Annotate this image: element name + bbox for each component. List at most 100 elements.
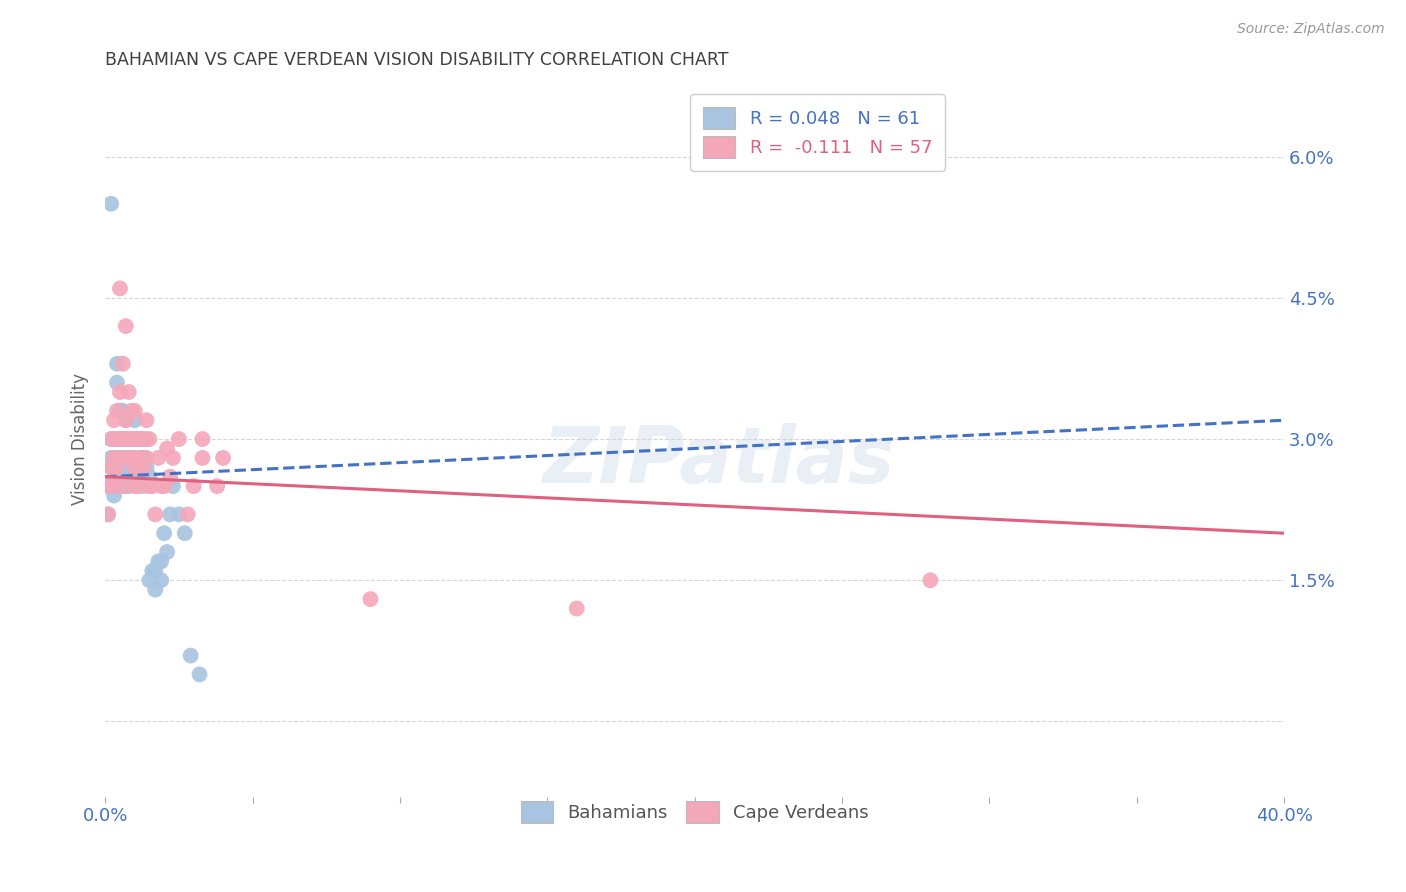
Point xyxy=(129,450,152,465)
Point xyxy=(138,469,160,483)
Point xyxy=(138,574,160,588)
Point xyxy=(108,460,131,475)
Point xyxy=(108,384,131,399)
Point xyxy=(143,508,166,522)
Y-axis label: Vision Disability: Vision Disability xyxy=(72,373,89,505)
Point xyxy=(132,432,155,446)
Point xyxy=(183,479,205,493)
Point xyxy=(127,432,149,446)
Point xyxy=(111,479,134,493)
Point xyxy=(103,413,125,427)
Point xyxy=(124,413,146,427)
Point xyxy=(108,432,131,446)
Point xyxy=(124,479,146,493)
Point xyxy=(148,450,170,465)
Point xyxy=(97,479,120,493)
Point xyxy=(100,432,122,446)
Point xyxy=(129,450,152,465)
Point xyxy=(167,432,190,446)
Text: BAHAMIAN VS CAPE VERDEAN VISION DISABILITY CORRELATION CHART: BAHAMIAN VS CAPE VERDEAN VISION DISABILI… xyxy=(105,51,728,69)
Point xyxy=(103,432,125,446)
Point xyxy=(159,469,181,483)
Point xyxy=(121,450,143,465)
Point xyxy=(177,508,200,522)
Point xyxy=(115,479,138,493)
Point xyxy=(188,667,211,681)
Point xyxy=(150,479,173,493)
Point xyxy=(118,450,141,465)
Point xyxy=(150,574,173,588)
Point xyxy=(111,357,134,371)
Point xyxy=(108,450,131,465)
Point xyxy=(115,450,138,465)
Point xyxy=(135,450,157,465)
Point xyxy=(100,460,122,475)
Point xyxy=(115,319,138,334)
Point xyxy=(124,432,146,446)
Point xyxy=(115,413,138,427)
Point xyxy=(115,413,138,427)
Point xyxy=(212,450,235,465)
Point xyxy=(105,460,128,475)
Text: Source: ZipAtlas.com: Source: ZipAtlas.com xyxy=(1237,22,1385,37)
Point xyxy=(105,432,128,446)
Point xyxy=(108,281,131,295)
Point xyxy=(138,432,160,446)
Point xyxy=(115,432,138,446)
Point xyxy=(167,508,190,522)
Point xyxy=(132,450,155,465)
Point xyxy=(97,508,120,522)
Point xyxy=(105,432,128,446)
Point xyxy=(108,479,131,493)
Point xyxy=(135,432,157,446)
Point xyxy=(103,450,125,465)
Point xyxy=(191,450,214,465)
Point xyxy=(121,404,143,418)
Point xyxy=(156,442,179,456)
Point xyxy=(103,469,125,483)
Point xyxy=(100,450,122,465)
Point xyxy=(173,526,195,541)
Point xyxy=(103,489,125,503)
Point xyxy=(148,554,170,568)
Point xyxy=(135,460,157,475)
Point xyxy=(108,432,131,446)
Point xyxy=(118,432,141,446)
Point xyxy=(141,564,163,578)
Point xyxy=(118,479,141,493)
Point xyxy=(111,404,134,418)
Point xyxy=(115,432,138,446)
Text: ZIPatlas: ZIPatlas xyxy=(543,423,894,499)
Point xyxy=(121,469,143,483)
Point xyxy=(920,574,942,588)
Point xyxy=(127,432,149,446)
Point xyxy=(111,450,134,465)
Point xyxy=(159,508,181,522)
Point xyxy=(127,460,149,475)
Point xyxy=(162,450,184,465)
Point xyxy=(124,450,146,465)
Point xyxy=(111,432,134,446)
Point xyxy=(118,460,141,475)
Point xyxy=(124,404,146,418)
Point xyxy=(118,384,141,399)
Point xyxy=(121,432,143,446)
Point xyxy=(105,469,128,483)
Point xyxy=(100,460,122,475)
Point xyxy=(103,479,125,493)
Point xyxy=(162,479,184,493)
Point xyxy=(124,460,146,475)
Point xyxy=(105,357,128,371)
Point xyxy=(143,582,166,597)
Point xyxy=(150,554,173,568)
Point xyxy=(97,479,120,493)
Point xyxy=(100,196,122,211)
Point xyxy=(111,432,134,446)
Point xyxy=(108,404,131,418)
Point xyxy=(103,479,125,493)
Point xyxy=(105,450,128,465)
Point xyxy=(127,479,149,493)
Point xyxy=(121,450,143,465)
Point xyxy=(129,432,152,446)
Point xyxy=(141,479,163,493)
